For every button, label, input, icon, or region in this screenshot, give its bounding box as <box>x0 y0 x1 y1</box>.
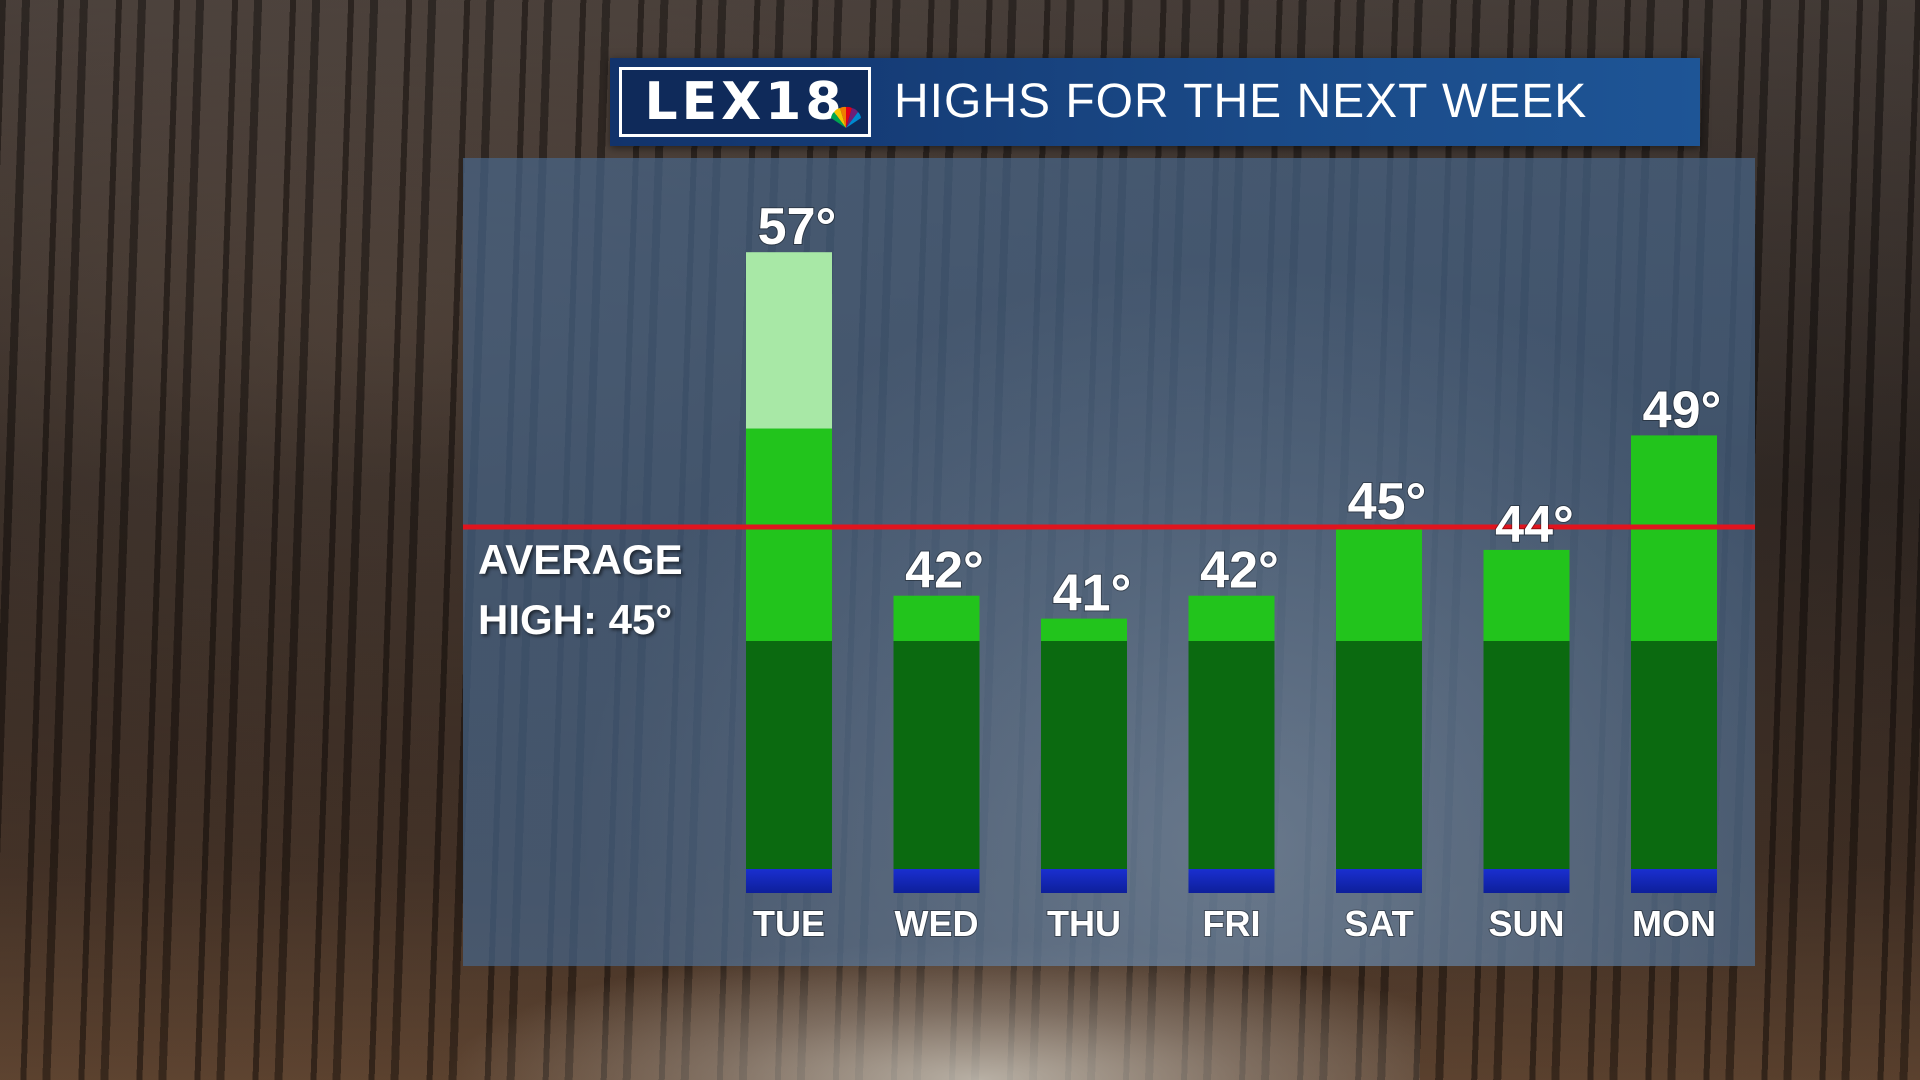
day-label: WED <box>895 903 979 944</box>
bar-value-label: 44° <box>1495 496 1574 554</box>
bar-base <box>1336 869 1422 893</box>
day-label: THU <box>1047 903 1121 944</box>
bar-dark-segment <box>1483 641 1570 869</box>
day-label: TUE <box>753 903 825 944</box>
bar-mon <box>1631 435 1717 893</box>
average-label-line2: HIGH: 45° <box>478 596 673 643</box>
bar-bright-segment <box>893 595 980 641</box>
bar-value-label: 42° <box>1200 542 1279 600</box>
bar-value-label: 45° <box>1348 473 1427 531</box>
bar-base <box>1631 869 1717 893</box>
average-label-line1: AVERAGE <box>478 536 683 583</box>
bar-dark-segment <box>746 641 832 869</box>
bar-value-label: 57° <box>758 198 837 256</box>
day-label: MON <box>1632 903 1716 944</box>
bar-base <box>1041 869 1127 893</box>
day-label: SUN <box>1488 903 1564 944</box>
station-logo: LEX18 <box>619 67 871 137</box>
bar-value-label: 42° <box>905 542 984 600</box>
bar-value-label: 41° <box>1053 565 1132 623</box>
day-label: SAT <box>1344 903 1413 944</box>
average-label: AVERAGE HIGH: 45° <box>478 530 683 650</box>
chart-panel: 57° TUE 42° WED 41° THU 42° FRI 45° SAT 44° SUN 49° M… <box>463 158 1755 966</box>
bar-bright-segment <box>1188 595 1275 641</box>
bar-dark-segment <box>893 641 980 869</box>
bar-bright-segment <box>1041 618 1127 641</box>
bar-value-label: 49° <box>1643 381 1722 439</box>
bar-chart: 57° TUE 42° WED 41° THU 42° FRI 45° SAT 44° SUN 49° M… <box>463 197 1755 945</box>
bar-base <box>746 869 832 893</box>
bar-fri <box>1188 595 1275 893</box>
bar-bright-segment <box>1631 435 1717 641</box>
bar-base <box>1188 869 1275 893</box>
bar-bright-segment <box>746 428 832 641</box>
bar-base <box>893 869 980 893</box>
bar-dark-segment <box>1188 641 1275 869</box>
bar-dark-segment <box>1336 641 1422 869</box>
bar-sat <box>1336 527 1422 893</box>
title-bar: LEX18 HIGHS FOR THE NEXT WEEK <box>610 58 1700 146</box>
bar-dark-segment <box>1631 641 1717 869</box>
bar-thu <box>1041 618 1127 893</box>
bar-dark-segment <box>1041 641 1127 869</box>
bar-wed <box>893 595 980 893</box>
bar-light-segment <box>746 252 832 429</box>
chart-title: HIGHS FOR THE NEXT WEEK <box>894 75 1588 128</box>
bar-sun <box>1483 549 1570 893</box>
bar-tue <box>746 252 832 893</box>
peacock-icon <box>831 106 861 128</box>
day-label: FRI <box>1203 903 1261 944</box>
bar-base <box>1483 869 1570 893</box>
bar-bright-segment <box>1336 527 1422 641</box>
logo-text: LEX18 <box>644 72 846 132</box>
bar-bright-segment <box>1483 549 1570 641</box>
